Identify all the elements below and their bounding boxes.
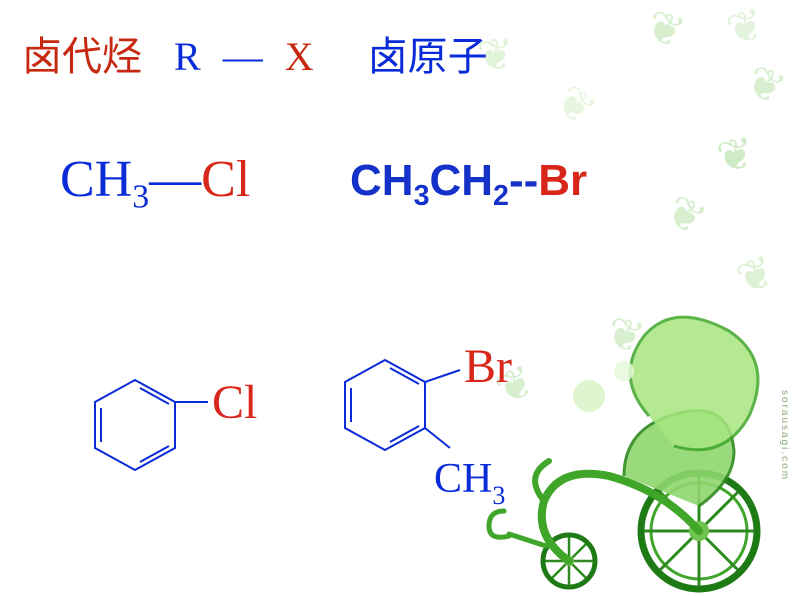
header-row: 卤代烃 R — X 卤原子 [22, 24, 510, 82]
chlorobenzene-halogen: Cl [212, 376, 257, 429]
leaf-icon: ❦ [713, 127, 758, 184]
leaf-icon: ❦ [640, 0, 692, 60]
benzene-ring-icon: Br CH3 [330, 330, 570, 550]
ethyl-halogen: Br [538, 156, 587, 205]
ch3cl-group: CH3 [60, 151, 149, 208]
molecule-ch3ch2br: CH3CH2--Br [350, 156, 587, 213]
formula-R: R [174, 34, 201, 79]
molecule-chlorobenzene: Cl [80, 360, 300, 505]
formula-bond: — [223, 34, 263, 79]
header-halocarbon-label: 卤代烃 [22, 34, 142, 79]
bromotoluene-methyl: CH3 [434, 456, 505, 510]
leaf-icon: ❦ [545, 74, 606, 137]
molecule-ch3cl: CH3—Cl [60, 150, 250, 216]
leaf-icon: ❦ [738, 55, 793, 117]
header-formula: R — X [174, 34, 346, 79]
slide: ❦ ❦ ❦ ❦ ❦ ❦ ❦ ❦ ❦ ❦ [0, 0, 794, 596]
leaf-icon: ❦ [657, 184, 714, 247]
benzene-ring-icon: Cl [80, 360, 300, 500]
formula-X: X [285, 34, 314, 79]
ch3cl-bond: — [149, 151, 201, 208]
ethyl-bond: -- [509, 156, 538, 205]
ethyl-part2: CH2 [429, 156, 508, 205]
bromotoluene-halogen: Br [464, 340, 512, 393]
ch3cl-halogen: Cl [201, 151, 250, 208]
ethyl-part1: CH3 [350, 156, 429, 205]
leaf-icon: ❦ [721, 0, 770, 57]
header-halogen-atom-label: 卤原子 [368, 34, 488, 79]
molecule-bromotoluene: Br CH3 [330, 330, 570, 555]
watermark: sorausagi.com [779, 390, 790, 481]
